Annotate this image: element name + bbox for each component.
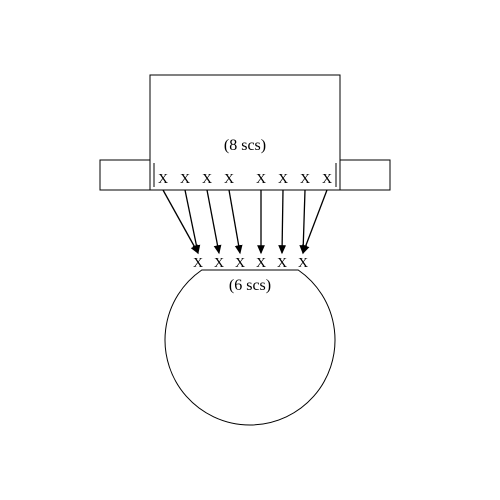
mapping-arrow (303, 190, 305, 253)
bottom-stitch-mark: X (298, 256, 308, 271)
top-stitch-mark: X (202, 172, 212, 187)
left-tab-rect (100, 160, 150, 190)
mapping-arrow (303, 190, 327, 253)
main-rect (150, 75, 340, 190)
mapping-arrow (229, 190, 240, 253)
mapping-arrow (185, 190, 198, 253)
bottom-stitch-mark: X (235, 256, 245, 271)
right-tab-rect (340, 160, 390, 190)
bottom-stitch-mark: X (193, 256, 203, 271)
top-stitch-mark: X (180, 172, 190, 187)
top-stitch-mark: X (256, 172, 266, 187)
top-stitch-mark: X (224, 172, 234, 187)
bottom-stitch-mark: X (256, 256, 266, 271)
mapping-arrow (207, 190, 219, 253)
mapping-arrow (282, 190, 283, 253)
mapping-arrow (163, 190, 198, 253)
top-stitch-mark: X (278, 172, 288, 187)
bottom-count-label: (6 scs) (229, 277, 271, 294)
bottom-stitch-mark: X (214, 256, 224, 271)
top-stitch-mark: X (300, 172, 310, 187)
top-stitch-mark: X (158, 172, 168, 187)
top-count-label: (8 scs) (224, 137, 266, 154)
top-stitch-mark: X (322, 172, 332, 187)
bottom-stitch-mark: X (277, 256, 287, 271)
